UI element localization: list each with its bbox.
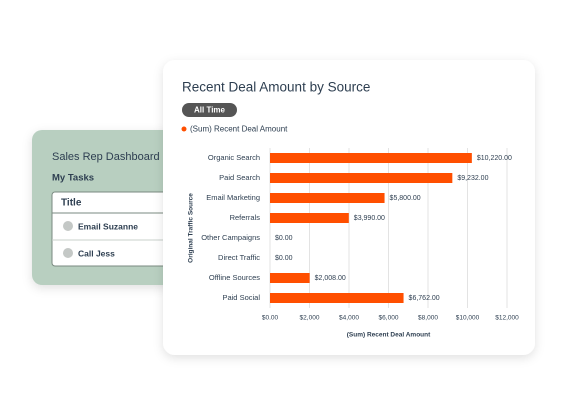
plot: $0.00 $2,000 $4,000 $6,000 $8,000 $10,000 $12,… xyxy=(181,125,519,339)
y-tick-label: Referrals xyxy=(230,213,261,222)
y-tick-label: Other Campaigns xyxy=(201,233,260,242)
filter-label[interactable]: All Time xyxy=(194,106,226,115)
table-header: Title xyxy=(61,198,82,209)
chart-title: Recent Deal Amount by Source xyxy=(182,80,370,95)
x-axis-label: (Sum) Recent Deal Amount xyxy=(347,332,431,339)
value-label: $0.00 xyxy=(275,235,293,242)
x-tick-label: $4,000 xyxy=(339,315,359,322)
bar xyxy=(270,213,349,223)
dashboard-card: Sales Rep Dashboard My Tasks Title Email… xyxy=(32,130,182,285)
task-text: Email Suzanne xyxy=(78,221,138,231)
bar xyxy=(270,273,310,283)
value-label: $9,232.00 xyxy=(457,175,488,182)
legend-label: (Sum) Recent Deal Amount xyxy=(190,125,288,134)
filter-pill[interactable] xyxy=(182,103,237,117)
bar xyxy=(270,193,385,203)
x-tick-label: $0.00 xyxy=(262,315,279,322)
bar xyxy=(270,293,404,303)
section-title: My Tasks xyxy=(52,173,94,184)
x-tick-label: $2,000 xyxy=(300,315,320,322)
bar xyxy=(270,153,472,163)
y-tick-label: Paid Social xyxy=(222,293,260,302)
bar xyxy=(270,173,453,183)
x-tick-label: $8,000 xyxy=(418,315,438,322)
dashboard-title: Sales Rep Dashboard xyxy=(52,151,160,163)
y-axis-label: Original Traffic Source xyxy=(188,193,195,263)
value-label: $6,762.00 xyxy=(409,295,440,302)
value-label: $2,008.00 xyxy=(315,275,346,282)
value-label: $5,800.00 xyxy=(390,195,421,202)
y-tick-label: Email Marketing xyxy=(206,193,260,202)
x-tick-label: $12,000 xyxy=(495,315,519,322)
check-icon[interactable] xyxy=(63,248,73,258)
y-tick-label: Direct Traffic xyxy=(218,253,260,262)
x-tick-label: $6,000 xyxy=(379,315,399,322)
value-label: $10,220.00 xyxy=(477,155,512,162)
legend-marker xyxy=(181,126,187,132)
check-icon[interactable] xyxy=(63,221,73,231)
x-tick-label: $10,000 xyxy=(456,315,480,322)
value-label: $3,990.00 xyxy=(354,215,385,222)
value-label: $0.00 xyxy=(275,255,293,262)
y-tick-label: Paid Search xyxy=(219,173,260,182)
task-text: Call Jess xyxy=(78,248,115,258)
y-tick-label: Organic Search xyxy=(208,153,260,162)
y-tick-label: Offline Sources xyxy=(209,273,260,282)
